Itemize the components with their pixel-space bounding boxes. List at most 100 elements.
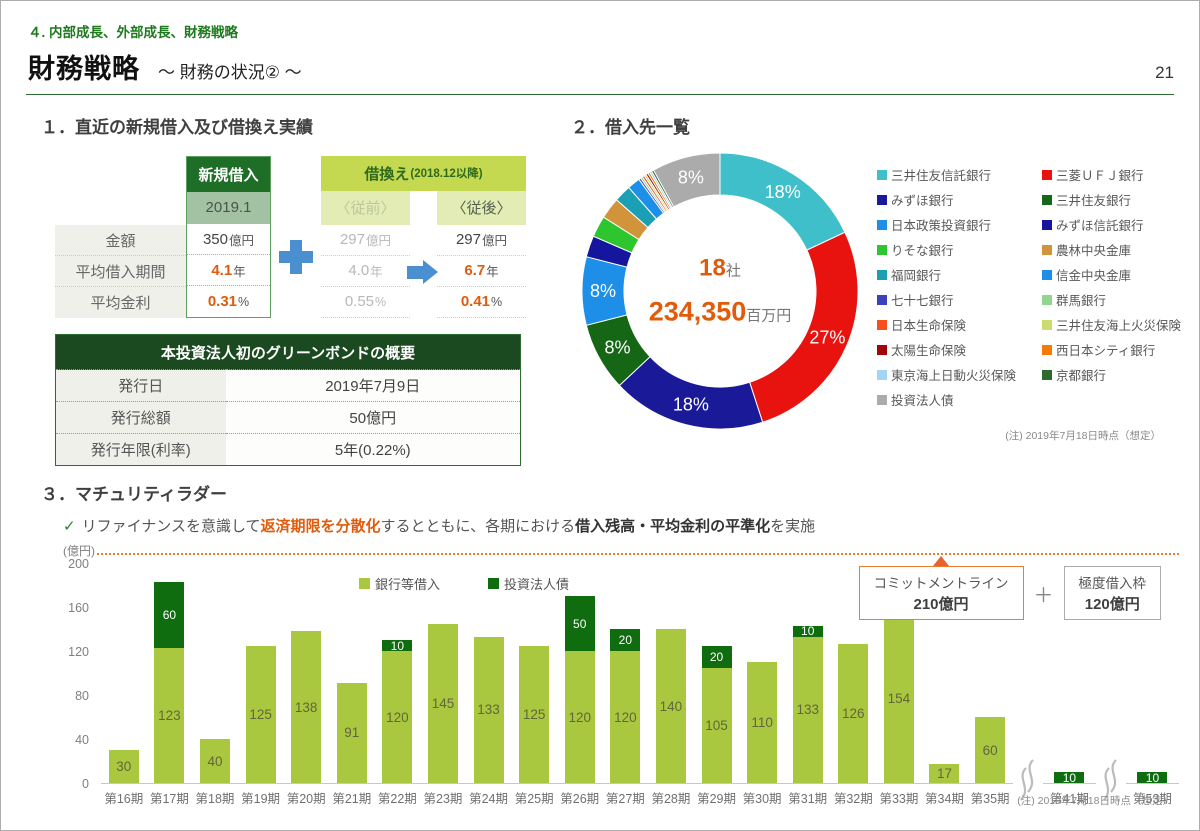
bond-bar-segment: 20 [701, 645, 732, 668]
x-axis-label: 第28期 [651, 792, 691, 806]
bar-group: 10 第53期 [1125, 564, 1179, 806]
legend-label: りそな銀行 [891, 244, 954, 258]
page-number: 21 [1155, 63, 1174, 82]
legend-label: 三菱ＵＦＪ銀行 [1056, 169, 1144, 183]
x-axis-label: 第27期 [605, 792, 645, 806]
bar-group: 20 120 第27期 [603, 564, 649, 806]
bond-bar-segment: 10 [792, 624, 823, 638]
x-axis-label: 第35期 [970, 792, 1010, 806]
y-axis-unit-label: (億円) [63, 544, 95, 558]
before-rate: 0.55% [321, 286, 410, 318]
bar-group: 10 第41期 [1042, 564, 1096, 806]
bar-group: 138 第20期 [283, 564, 329, 806]
bond-bar-segment: 10 [1054, 771, 1085, 785]
legend-item: 群馬銀行 [1042, 287, 1181, 312]
legend-item: 東京海上日動火災保険 [877, 362, 1040, 387]
donut-slice-label: 18% [673, 394, 709, 414]
loan-row-label: 平均金利 [55, 287, 186, 318]
x-axis-label: 第18期 [195, 792, 235, 806]
maturity-note-line: ✓ リファイナンスを意識して返済期限を分散化するとともに、各期における借入残高・平… [63, 518, 816, 535]
legend-label: 三井住友海上火災保険 [1056, 319, 1182, 333]
bar-legend-label: 銀行等借入 [375, 577, 441, 592]
header: ４. 内部成長、外部成長、財務戦略 財務戦略 ～ 財務の状況② ～ 21 [1, 1, 1199, 86]
bar-group: 40 第18期 [192, 564, 238, 806]
axis-break-icon [1096, 754, 1126, 814]
y-axis-tick: 160 [68, 601, 89, 615]
bar-group: 133 第24期 [466, 564, 512, 806]
donut-slice-label: 8% [604, 337, 630, 357]
legend-item: 福岡銀行 [877, 262, 1040, 287]
bar-group: 145 第23期 [420, 564, 466, 806]
legend-item: 三菱ＵＦＪ銀行 [1042, 162, 1181, 187]
legend-item: 七十七銀行 [877, 287, 1040, 312]
section-lenders: ２．借入先一覧 18% 27% 18% 8% 8% 8% 18社 234,350百万円 三… [546, 113, 1181, 466]
legend-label: 日本政策投資銀行 [891, 219, 992, 233]
bar-group: 60 第35期 [967, 564, 1013, 806]
bond-bar-segment: 10 [1137, 771, 1168, 785]
bar-legend-swatch-icon [488, 578, 500, 589]
legend-item: 三井住友信託銀行 [877, 162, 1040, 187]
bond-bar-segment: 50 [564, 596, 595, 651]
lenders-legend: 三井住友信託銀行 三菱ＵＦＪ銀行 みずほ銀行 三井住友銀行 日本政策投資銀行 みずほ信託銀… [877, 162, 1181, 443]
bank-bar-segment: 133 [792, 636, 823, 783]
loan-row-labels: 金額 平均借入期間 平均金利 [55, 225, 186, 318]
legend-label: 日本生命保険 [891, 319, 967, 333]
bank-bar-segment: 126 [838, 644, 869, 783]
legend-label: 農林中央金庫 [1056, 244, 1132, 258]
refinance-header: 借換え (2018.12以降) [321, 156, 526, 191]
bar-group: 125 第25期 [511, 564, 557, 806]
bank-bar-segment: 120 [564, 651, 595, 783]
x-axis-label: 第32期 [833, 792, 873, 806]
legend-item: 投資法人債 [877, 387, 1040, 412]
legend-swatch-icon [1042, 244, 1052, 255]
page-title: 財務戦略 [28, 54, 140, 84]
credit-limit-boxes: コミットメントライン 210億円 ＋ 極度借入枠 120億円 [858, 556, 1161, 620]
bank-bar-segment: 110 [747, 662, 778, 783]
green-bond-table: 本投資法人初のグリーンボンドの概要 発行日 2019年7月9日 発行総額 50億… [55, 334, 521, 466]
x-axis-label: 第19期 [241, 792, 281, 806]
credit-facility-box: 極度借入枠 120億円 [1063, 566, 1161, 620]
bank-bar-segment: 125 [245, 645, 276, 783]
legend-swatch-icon [877, 219, 887, 230]
before-term: 4.0 年 [321, 255, 410, 287]
legend-swatch-icon [877, 344, 887, 355]
x-axis-label: 第30期 [742, 792, 782, 806]
bank-bar-segment: 60 [975, 717, 1006, 783]
legend-item: みずほ銀行 [877, 187, 1040, 212]
legend-label: 信金中央金庫 [1056, 269, 1132, 283]
new-loan-term: 4.1 年 [187, 255, 270, 286]
bank-bar-segment: 40 [199, 739, 230, 783]
legend-swatch-icon [1042, 219, 1052, 230]
section1-title: １．直近の新規借入及び借換え実績 [41, 118, 313, 137]
legend-label: 東京海上日動火災保険 [891, 369, 1017, 383]
x-axis-label: 第16期 [104, 792, 144, 806]
section-maturity: ３．マチュリティラダー ✓ リファイナンスを意識して返済期限を分散化するとともに、… [1, 466, 1199, 807]
bond-bar-segment: 20 [610, 629, 641, 651]
bar-group: 154 第33期 [876, 564, 922, 806]
x-axis-label: 第25期 [514, 792, 554, 806]
legend-item: 京都銀行 [1042, 362, 1181, 387]
new-loan-period: 2019.1 [187, 191, 270, 224]
loan-row-label: 金額 [55, 225, 186, 256]
legend-swatch-icon [1042, 344, 1052, 355]
legend-swatch-icon [877, 169, 887, 180]
bar-legend-swatch-icon [359, 578, 370, 589]
title-divider [26, 94, 1174, 95]
commitment-threshold-line [97, 553, 1179, 555]
y-axis-tick: 0 [82, 777, 89, 791]
legend-label: 太陽生命保険 [891, 344, 967, 358]
bar-group: 60 123 第17期 [147, 564, 193, 806]
after-label: 〈従後〉 [437, 190, 526, 225]
bank-bar-segment: 30 [108, 750, 139, 783]
lenders-note: (注) 2019年7月18日時点（想定） [1005, 430, 1162, 442]
arrow-right-icon [407, 260, 438, 284]
bond-row-value: 2019年7月9日 [225, 369, 521, 402]
bank-bar-segment: 17 [929, 764, 960, 783]
donut-center-label: 18社 234,350百万円 [648, 254, 792, 327]
legend-swatch-icon [1042, 269, 1052, 280]
bar-group: 91 第21期 [329, 564, 375, 806]
bond-bar-segment: 60 [154, 581, 185, 648]
y-axis-tick: 200 [68, 557, 89, 571]
legend-label: 投資法人債 [891, 394, 954, 408]
